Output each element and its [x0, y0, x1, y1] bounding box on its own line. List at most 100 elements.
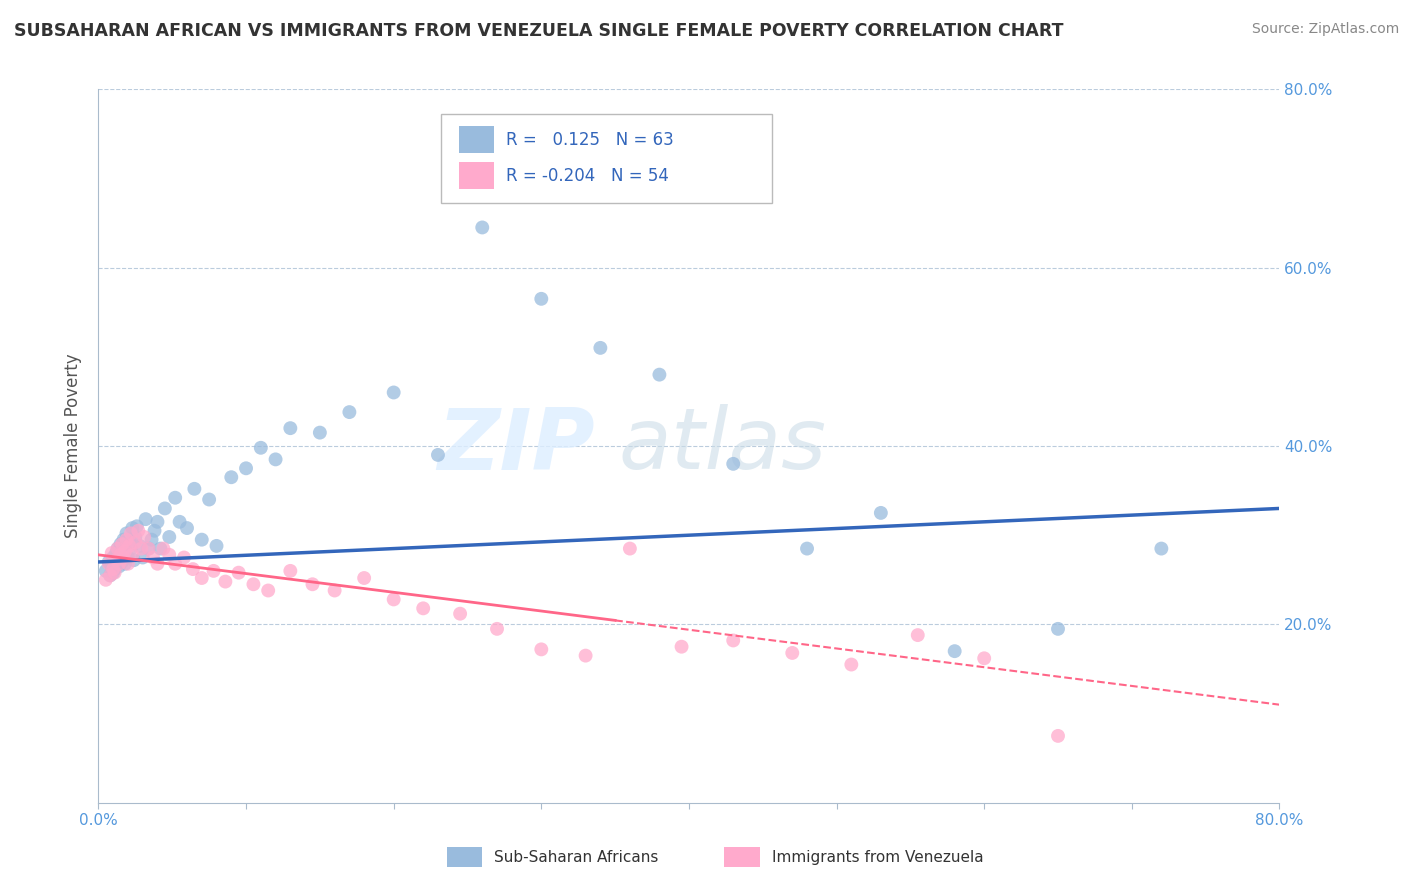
Point: [723, 633, 745, 648]
Point: [301, 577, 323, 591]
Point: [782, 646, 804, 660]
Point: [108, 559, 131, 574]
Point: [146, 557, 169, 571]
Point: [152, 541, 174, 556]
Text: atlas: atlas: [619, 404, 827, 488]
Point: [103, 566, 125, 580]
Text: R =   0.125   N = 63: R = 0.125 N = 63: [506, 131, 673, 149]
Point: [412, 601, 434, 615]
Point: [205, 539, 228, 553]
Point: [110, 548, 132, 562]
Point: [111, 537, 134, 551]
Point: [146, 515, 169, 529]
Text: Immigrants from Venezuela: Immigrants from Venezuela: [772, 849, 983, 864]
Point: [121, 548, 143, 562]
Point: [98, 568, 121, 582]
Point: [176, 521, 198, 535]
Point: [309, 425, 332, 440]
Point: [157, 530, 180, 544]
Point: [250, 441, 273, 455]
Point: [264, 452, 287, 467]
Point: [105, 557, 128, 571]
Point: [153, 501, 176, 516]
Point: [107, 541, 129, 556]
Point: [94, 564, 117, 578]
Point: [124, 530, 146, 544]
Point: [235, 461, 257, 475]
FancyBboxPatch shape: [441, 114, 772, 203]
Point: [1150, 541, 1173, 556]
Point: [132, 550, 155, 565]
FancyBboxPatch shape: [724, 847, 759, 867]
FancyBboxPatch shape: [447, 847, 482, 867]
Point: [228, 566, 250, 580]
Y-axis label: Single Female Poverty: Single Female Poverty: [65, 354, 83, 538]
Point: [128, 539, 150, 553]
Point: [98, 568, 121, 582]
Point: [105, 553, 128, 567]
Point: [107, 553, 129, 567]
Point: [471, 220, 494, 235]
Point: [97, 557, 120, 571]
Point: [382, 385, 405, 400]
Point: [114, 544, 136, 558]
Point: [138, 541, 160, 556]
Point: [191, 571, 214, 585]
Point: [278, 421, 302, 435]
Point: [120, 526, 142, 541]
Point: [723, 457, 745, 471]
Point: [486, 622, 509, 636]
Point: [202, 564, 225, 578]
Point: [1046, 622, 1069, 636]
Point: [530, 642, 553, 657]
Point: [104, 562, 127, 576]
Point: [138, 541, 160, 556]
Point: [165, 491, 187, 505]
Point: [134, 530, 156, 544]
Point: [589, 341, 612, 355]
Point: [141, 533, 163, 547]
Point: [214, 574, 236, 589]
Point: [973, 651, 995, 665]
Point: [165, 557, 187, 571]
Point: [105, 546, 128, 560]
Point: [198, 492, 221, 507]
Text: ZIP: ZIP: [437, 404, 595, 488]
Point: [191, 533, 214, 547]
Point: [157, 548, 180, 562]
Point: [117, 557, 139, 571]
Point: [115, 526, 138, 541]
Point: [183, 482, 205, 496]
Point: [115, 533, 138, 547]
Point: [110, 548, 132, 562]
Point: [100, 559, 122, 574]
Point: [127, 524, 149, 538]
Point: [339, 405, 360, 419]
Text: SUBSAHARAN AFRICAN VS IMMIGRANTS FROM VENEZUELA SINGLE FEMALE POVERTY CORRELATIO: SUBSAHARAN AFRICAN VS IMMIGRANTS FROM VE…: [14, 22, 1063, 40]
Point: [120, 541, 142, 556]
Point: [143, 524, 166, 538]
Point: [869, 506, 891, 520]
Point: [111, 544, 134, 558]
Point: [142, 550, 165, 565]
Point: [943, 644, 966, 658]
Point: [323, 583, 346, 598]
Point: [841, 657, 863, 672]
Point: [112, 550, 135, 565]
Text: Sub-Saharan Africans: Sub-Saharan Africans: [494, 849, 658, 864]
Point: [574, 648, 596, 663]
Point: [129, 541, 152, 556]
Text: Source: ZipAtlas.com: Source: ZipAtlas.com: [1251, 22, 1399, 37]
Text: R = -0.204   N = 54: R = -0.204 N = 54: [506, 167, 669, 185]
Point: [1046, 729, 1069, 743]
Point: [173, 550, 195, 565]
Point: [449, 607, 471, 621]
Point: [648, 368, 671, 382]
Point: [257, 583, 280, 598]
Point: [530, 292, 553, 306]
Point: [353, 571, 375, 585]
Point: [114, 557, 136, 571]
Point: [122, 553, 145, 567]
Point: [118, 533, 141, 547]
Point: [103, 550, 125, 565]
